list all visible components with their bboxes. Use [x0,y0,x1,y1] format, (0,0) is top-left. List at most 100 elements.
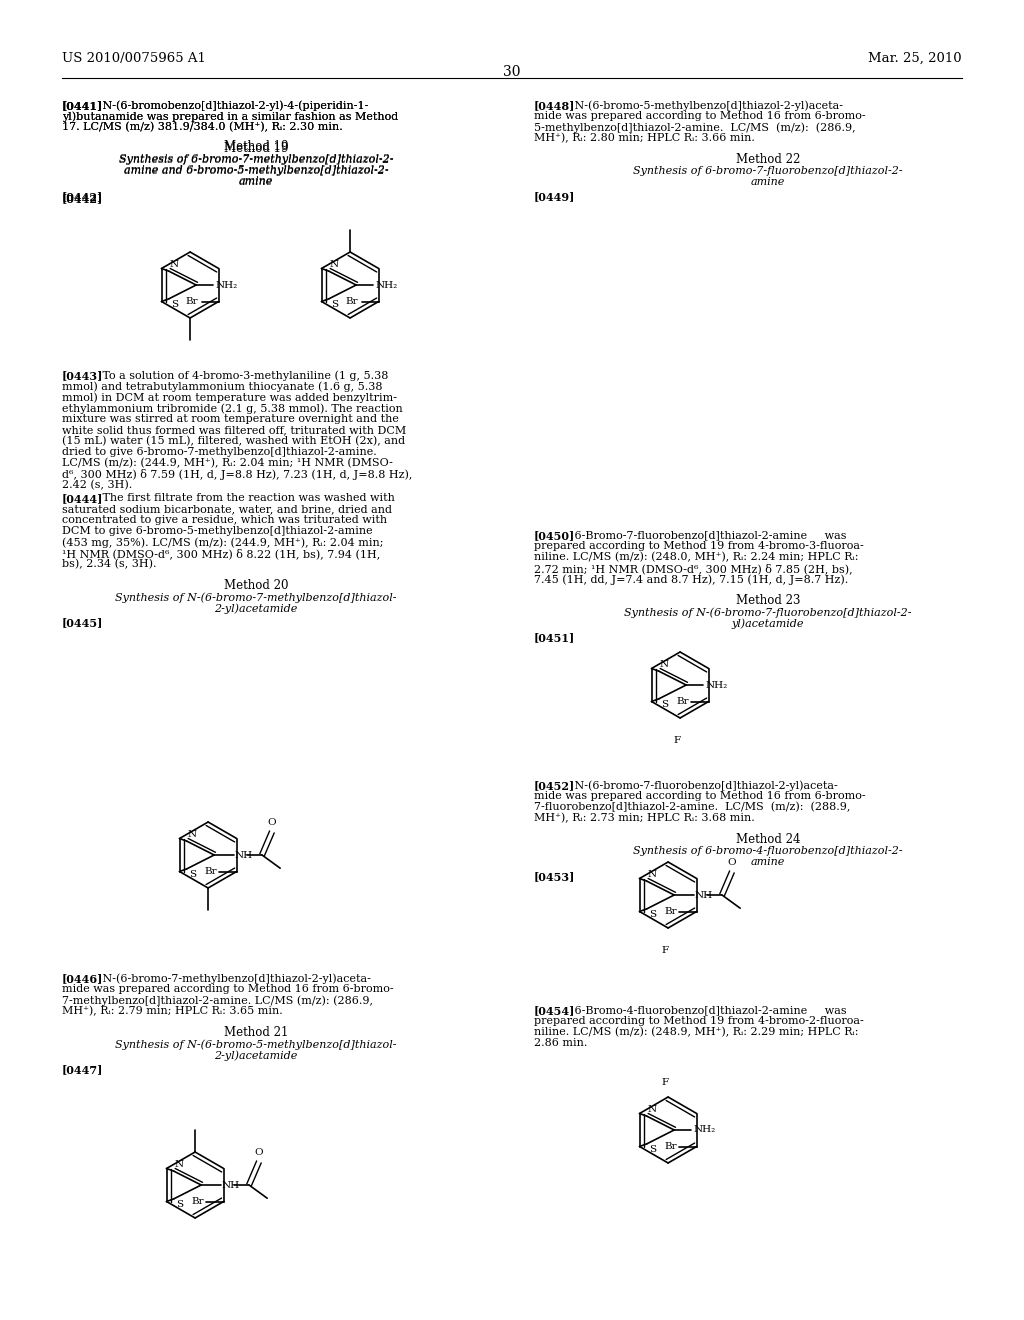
Text: Br: Br [191,1197,204,1206]
Text: mmol) and tetrabutylammonium thiocyanate (1.6 g, 5.38: mmol) and tetrabutylammonium thiocyanate… [62,381,383,392]
Text: Synthesis of 6-bromo-4-fluorobenzo[d]thiazol-2-: Synthesis of 6-bromo-4-fluorobenzo[d]thi… [633,846,903,855]
Text: O: O [728,858,736,867]
Text: [0451]: [0451] [534,632,575,643]
Text: N: N [659,660,669,669]
Text: Synthesis of 6-bromo-7-fluorobenzo[d]thiazol-2-: Synthesis of 6-bromo-7-fluorobenzo[d]thi… [633,166,903,176]
Text: [0442]: [0442] [62,193,103,205]
Text: Mar. 25, 2010: Mar. 25, 2010 [868,51,962,65]
Text: mide was prepared according to Method 16 from 6-bromo-: mide was prepared according to Method 16… [534,791,865,801]
Text: [0446]: [0446] [62,973,103,983]
Text: amine: amine [239,176,273,186]
Text: To a solution of 4-bromo-3-methylaniline (1 g, 5.38: To a solution of 4-bromo-3-methylaniline… [99,370,388,380]
Text: NH₂: NH₂ [693,1126,716,1134]
Text: Br: Br [204,867,217,876]
Text: O: O [267,818,276,826]
Text: Method 24: Method 24 [736,833,800,846]
Text: ethylammonium tribromide (2.1 g, 5.38 mmol). The reaction: ethylammonium tribromide (2.1 g, 5.38 mm… [62,403,402,413]
Text: yl)acetamide: yl)acetamide [732,618,804,628]
Text: Synthesis of 6-bromo-7-methylbenzo[d]thiazol-2-: Synthesis of 6-bromo-7-methylbenzo[d]thi… [119,154,393,165]
Text: 7-methylbenzo[d]thiazol-2-amine. LC/MS (m/z): (286.9,: 7-methylbenzo[d]thiazol-2-amine. LC/MS (… [62,995,373,1006]
Text: NH₂: NH₂ [375,281,397,289]
Text: mixture was stirred at room temperature overnight and the: mixture was stirred at room temperature … [62,414,399,424]
Text: O: O [255,1148,263,1156]
Text: concentrated to give a residue, which was triturated with: concentrated to give a residue, which wa… [62,515,387,525]
Text: N: N [330,260,339,269]
Text: Method 21: Method 21 [224,1026,288,1039]
Text: Synthesis of N-(6-bromo-7-fluorobenzo[d]thiazol-2-: Synthesis of N-(6-bromo-7-fluorobenzo[d]… [625,607,911,618]
Text: N-(6-bromobenzo[d]thiazol-2-yl)-4-(piperidin-1-: N-(6-bromobenzo[d]thiazol-2-yl)-4-(piper… [99,100,369,111]
Text: S: S [649,909,656,919]
Text: N-(6-bromo-5-methylbenzo[d]thiazol-2-yl)aceta-: N-(6-bromo-5-methylbenzo[d]thiazol-2-yl)… [571,100,843,111]
Text: S: S [188,870,196,879]
Text: Synthesis of N-(6-bromo-5-methylbenzo[d]thiazol-: Synthesis of N-(6-bromo-5-methylbenzo[d]… [116,1039,396,1049]
Text: Method 19: Method 19 [224,140,288,153]
Text: Br: Br [345,297,357,306]
Text: prepared according to Method 19 from 4-bromo-2-fluoroa-: prepared according to Method 19 from 4-b… [534,1016,864,1026]
Text: Br: Br [664,1142,677,1151]
Text: amine and 6-bromo-5-methylbenzo[d]thiazol-2-: amine and 6-bromo-5-methylbenzo[d]thiazo… [124,166,388,176]
Text: 17. LC/MS (m/z) 381.9/384.0 (MH⁺), Rᵢ: 2.30 min.: 17. LC/MS (m/z) 381.9/384.0 (MH⁺), Rᵢ: 2… [62,121,343,132]
Text: N-(6-bromo-7-methylbenzo[d]thiazol-2-yl)aceta-: N-(6-bromo-7-methylbenzo[d]thiazol-2-yl)… [99,973,371,983]
Text: (453 mg, 35%). LC/MS (m/z): (244.9, MH⁺), Rᵢ: 2.04 min;: (453 mg, 35%). LC/MS (m/z): (244.9, MH⁺)… [62,537,384,548]
Text: [0452]: [0452] [534,780,575,791]
Text: [0453]: [0453] [534,871,575,882]
Text: Synthesis of 6-bromo-7-methylbenzo[d]thiazol-2-: Synthesis of 6-bromo-7-methylbenzo[d]thi… [119,154,393,164]
Text: prepared according to Method 19 from 4-bromo-3-fluoroa-: prepared according to Method 19 from 4-b… [534,541,864,550]
Text: [0443]: [0443] [62,370,103,381]
Text: [0454]: [0454] [534,1005,575,1016]
Text: MH⁺), Rᵢ: 2.79 min; HPLC Rᵢ: 3.65 min.: MH⁺), Rᵢ: 2.79 min; HPLC Rᵢ: 3.65 min. [62,1006,283,1016]
Text: F: F [674,737,681,744]
Text: amine: amine [239,177,273,187]
Text: Method 19: Method 19 [224,143,288,154]
Text: mmol) in DCM at room temperature was added benzyltrim-: mmol) in DCM at room temperature was add… [62,392,397,403]
Text: DCM to give 6-bromo-5-methylbenzo[d]thiazol-2-amine: DCM to give 6-bromo-5-methylbenzo[d]thia… [62,525,373,536]
Text: 30: 30 [503,65,521,79]
Text: yl)butanamide was prepared in a similar fashion as Method: yl)butanamide was prepared in a similar … [62,111,398,121]
Text: Method 23: Method 23 [736,594,800,607]
Text: NH₂: NH₂ [215,281,238,289]
Text: F: F [662,946,669,954]
Text: 6-Bromo-4-fluorobenzo[d]thiazol-2-amine     was: 6-Bromo-4-fluorobenzo[d]thiazol-2-amine … [571,1005,847,1015]
Text: 6-Bromo-7-fluorobenzo[d]thiazol-2-amine     was: 6-Bromo-7-fluorobenzo[d]thiazol-2-amine … [571,531,847,540]
Text: US 2010/0075965 A1: US 2010/0075965 A1 [62,51,206,65]
Text: NH₂: NH₂ [706,681,727,689]
Text: (15 mL) water (15 mL), filtered, washed with EtOH (2x), and: (15 mL) water (15 mL), filtered, washed … [62,436,406,446]
Text: [0448]: [0448] [534,100,575,111]
Text: Br: Br [185,297,198,306]
Text: amine: amine [751,857,785,867]
Text: dried to give 6-bromo-7-methylbenzo[d]thiazol-2-amine.: dried to give 6-bromo-7-methylbenzo[d]th… [62,447,377,457]
Text: MH⁺), Rᵢ: 2.73 min; HPLC Rᵢ: 3.68 min.: MH⁺), Rᵢ: 2.73 min; HPLC Rᵢ: 3.68 min. [534,813,755,824]
Text: Method 20: Method 20 [224,579,288,591]
Text: [0441]: [0441] [62,100,103,111]
Text: N: N [170,260,179,269]
Text: The first filtrate from the reaction was washed with: The first filtrate from the reaction was… [99,492,395,503]
Text: N: N [187,830,197,840]
Text: bs), 2.34 (s, 3H).: bs), 2.34 (s, 3H). [62,558,157,569]
Text: [0442]: [0442] [62,191,103,202]
Text: [0447]: [0447] [62,1064,103,1074]
Text: amine: amine [751,177,785,187]
Text: S: S [176,1200,183,1209]
Text: NH: NH [222,1180,240,1189]
Text: white solid thus formed was filtered off, triturated with DCM: white solid thus formed was filtered off… [62,425,407,436]
Text: S: S [660,700,668,709]
Text: [0449]: [0449] [534,191,575,202]
Text: NH: NH [234,850,253,859]
Text: Synthesis of N-(6-bromo-7-methylbenzo[d]thiazol-: Synthesis of N-(6-bromo-7-methylbenzo[d]… [116,591,396,602]
Text: 7.45 (1H, dd, J=7.4 and 8.7 Hz), 7.15 (1H, d, J=8.7 Hz).: 7.45 (1H, dd, J=7.4 and 8.7 Hz), 7.15 (1… [534,574,848,585]
Text: N: N [648,1105,657,1114]
Text: 5-methylbenzo[d]thiazol-2-amine.  LC/MS  (m/z):  (286.9,: 5-methylbenzo[d]thiazol-2-amine. LC/MS (… [534,121,856,132]
Text: mide was prepared according to Method 16 from 6-bromo-: mide was prepared according to Method 16… [62,983,393,994]
Text: niline. LC/MS (m/z): (248.9, MH⁺), Rᵢ: 2.29 min; HPLC Rᵢ:: niline. LC/MS (m/z): (248.9, MH⁺), Rᵢ: 2… [534,1027,858,1038]
Text: NH: NH [695,891,713,899]
Text: LC/MS (m/z): (244.9, MH⁺), Rᵢ: 2.04 min; ¹H NMR (DMSO-: LC/MS (m/z): (244.9, MH⁺), Rᵢ: 2.04 min;… [62,458,393,469]
Text: N: N [175,1160,184,1170]
Text: 2-yl)acetamide: 2-yl)acetamide [214,1049,298,1060]
Text: S: S [331,300,338,309]
Text: d⁶, 300 MHz) δ 7.59 (1H, d, J=8.8 Hz), 7.23 (1H, d, J=8.8 Hz),: d⁶, 300 MHz) δ 7.59 (1H, d, J=8.8 Hz), 7… [62,469,413,480]
Text: Br: Br [664,907,677,916]
Text: 2.86 min.: 2.86 min. [534,1038,588,1048]
Text: niline. LC/MS (m/z): (248.0, MH⁺), Rᵢ: 2.24 min; HPLC Rᵢ:: niline. LC/MS (m/z): (248.0, MH⁺), Rᵢ: 2… [534,552,858,562]
Text: 2-yl)acetamide: 2-yl)acetamide [214,603,298,614]
Text: N-(6-bromobenzo[d]thiazol-2-yl)-4-(piperidin-1-: N-(6-bromobenzo[d]thiazol-2-yl)-4-(piper… [99,100,369,111]
